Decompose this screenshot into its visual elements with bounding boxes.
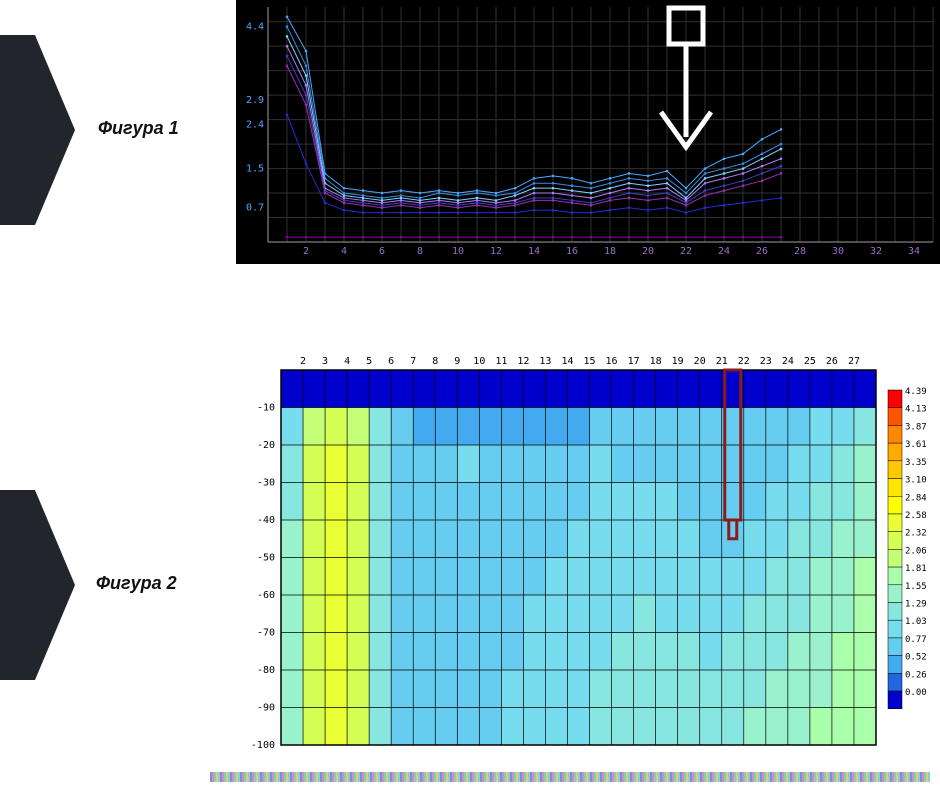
svg-text:14: 14 bbox=[561, 356, 573, 367]
svg-text:1.29: 1.29 bbox=[905, 600, 927, 610]
svg-text:3.87: 3.87 bbox=[905, 422, 927, 432]
svg-text:26: 26 bbox=[826, 356, 838, 367]
svg-text:20: 20 bbox=[642, 246, 654, 257]
svg-text:4.4: 4.4 bbox=[246, 22, 264, 33]
svg-text:3.35: 3.35 bbox=[905, 458, 927, 468]
svg-text:4: 4 bbox=[341, 246, 347, 257]
figure-1-chart: 0.71.52.42.94.42468101214161820222426283… bbox=[236, 0, 940, 264]
svg-text:6: 6 bbox=[388, 356, 394, 367]
svg-text:-10: -10 bbox=[257, 403, 275, 414]
svg-text:19: 19 bbox=[672, 356, 684, 367]
figure-2-label: Фигура 2 bbox=[96, 573, 177, 594]
svg-text:13: 13 bbox=[539, 356, 551, 367]
svg-text:-50: -50 bbox=[257, 553, 275, 564]
noise-strip bbox=[210, 772, 930, 782]
svg-text:8: 8 bbox=[417, 246, 423, 257]
figure-1-label: Фигура 1 bbox=[98, 118, 179, 139]
svg-text:24: 24 bbox=[718, 246, 730, 257]
chevron-2 bbox=[0, 490, 75, 680]
svg-text:6: 6 bbox=[379, 246, 385, 257]
svg-text:2.4: 2.4 bbox=[246, 120, 264, 131]
svg-text:21: 21 bbox=[716, 356, 728, 367]
svg-text:0.26: 0.26 bbox=[905, 670, 927, 680]
svg-text:16: 16 bbox=[566, 246, 578, 257]
svg-text:24: 24 bbox=[782, 356, 794, 367]
svg-text:1.81: 1.81 bbox=[905, 564, 927, 574]
chevron-1 bbox=[0, 35, 75, 225]
svg-text:7: 7 bbox=[410, 356, 416, 367]
svg-text:12: 12 bbox=[490, 246, 502, 257]
svg-text:3.10: 3.10 bbox=[905, 476, 927, 486]
svg-text:14: 14 bbox=[528, 246, 540, 257]
svg-text:0.00: 0.00 bbox=[905, 688, 927, 698]
svg-text:28: 28 bbox=[794, 246, 806, 257]
svg-text:34: 34 bbox=[908, 246, 920, 257]
svg-text:2: 2 bbox=[300, 356, 306, 367]
svg-text:0.77: 0.77 bbox=[905, 635, 927, 645]
svg-text:2.9: 2.9 bbox=[246, 95, 264, 106]
svg-text:-70: -70 bbox=[257, 628, 275, 639]
svg-text:2.06: 2.06 bbox=[905, 546, 927, 556]
svg-text:3: 3 bbox=[322, 356, 328, 367]
svg-text:-40: -40 bbox=[257, 515, 275, 526]
svg-text:2: 2 bbox=[303, 246, 309, 257]
svg-text:30: 30 bbox=[832, 246, 844, 257]
svg-text:22: 22 bbox=[738, 356, 750, 367]
svg-text:-60: -60 bbox=[257, 590, 275, 601]
svg-text:4.39: 4.39 bbox=[905, 387, 927, 397]
svg-text:18: 18 bbox=[650, 356, 662, 367]
svg-text:10: 10 bbox=[473, 356, 485, 367]
svg-text:23: 23 bbox=[760, 356, 772, 367]
svg-text:9: 9 bbox=[454, 356, 460, 367]
svg-text:15: 15 bbox=[583, 356, 595, 367]
svg-text:0.52: 0.52 bbox=[905, 653, 927, 663]
svg-text:25: 25 bbox=[804, 356, 816, 367]
figure-2-chart: 2345678910111213141516171819202122232425… bbox=[236, 350, 936, 750]
svg-text:5: 5 bbox=[366, 356, 372, 367]
svg-text:-100: -100 bbox=[251, 740, 275, 750]
svg-text:4.13: 4.13 bbox=[905, 405, 927, 415]
svg-text:0.7: 0.7 bbox=[246, 203, 264, 214]
svg-text:26: 26 bbox=[756, 246, 768, 257]
svg-text:-30: -30 bbox=[257, 478, 275, 489]
svg-text:1.55: 1.55 bbox=[905, 582, 927, 592]
svg-text:4: 4 bbox=[344, 356, 350, 367]
svg-text:18: 18 bbox=[604, 246, 616, 257]
svg-text:3.61: 3.61 bbox=[905, 440, 927, 450]
svg-text:16: 16 bbox=[606, 356, 618, 367]
svg-text:2.58: 2.58 bbox=[905, 511, 927, 521]
svg-text:22: 22 bbox=[680, 246, 692, 257]
svg-text:1.03: 1.03 bbox=[905, 617, 927, 627]
svg-text:27: 27 bbox=[848, 356, 860, 367]
svg-text:17: 17 bbox=[628, 356, 640, 367]
svg-text:20: 20 bbox=[694, 356, 706, 367]
svg-text:2.32: 2.32 bbox=[905, 529, 927, 539]
svg-text:11: 11 bbox=[495, 356, 507, 367]
svg-text:-20: -20 bbox=[257, 440, 275, 451]
svg-text:12: 12 bbox=[517, 356, 529, 367]
svg-text:32: 32 bbox=[870, 246, 882, 257]
svg-text:2.84: 2.84 bbox=[905, 493, 927, 503]
svg-text:-80: -80 bbox=[257, 665, 275, 676]
svg-text:8: 8 bbox=[432, 356, 438, 367]
svg-text:-90: -90 bbox=[257, 703, 275, 714]
svg-text:10: 10 bbox=[452, 246, 464, 257]
svg-text:1.5: 1.5 bbox=[246, 164, 264, 175]
page: Фигура 1 0.71.52.42.94.42468101214161820… bbox=[0, 0, 940, 788]
